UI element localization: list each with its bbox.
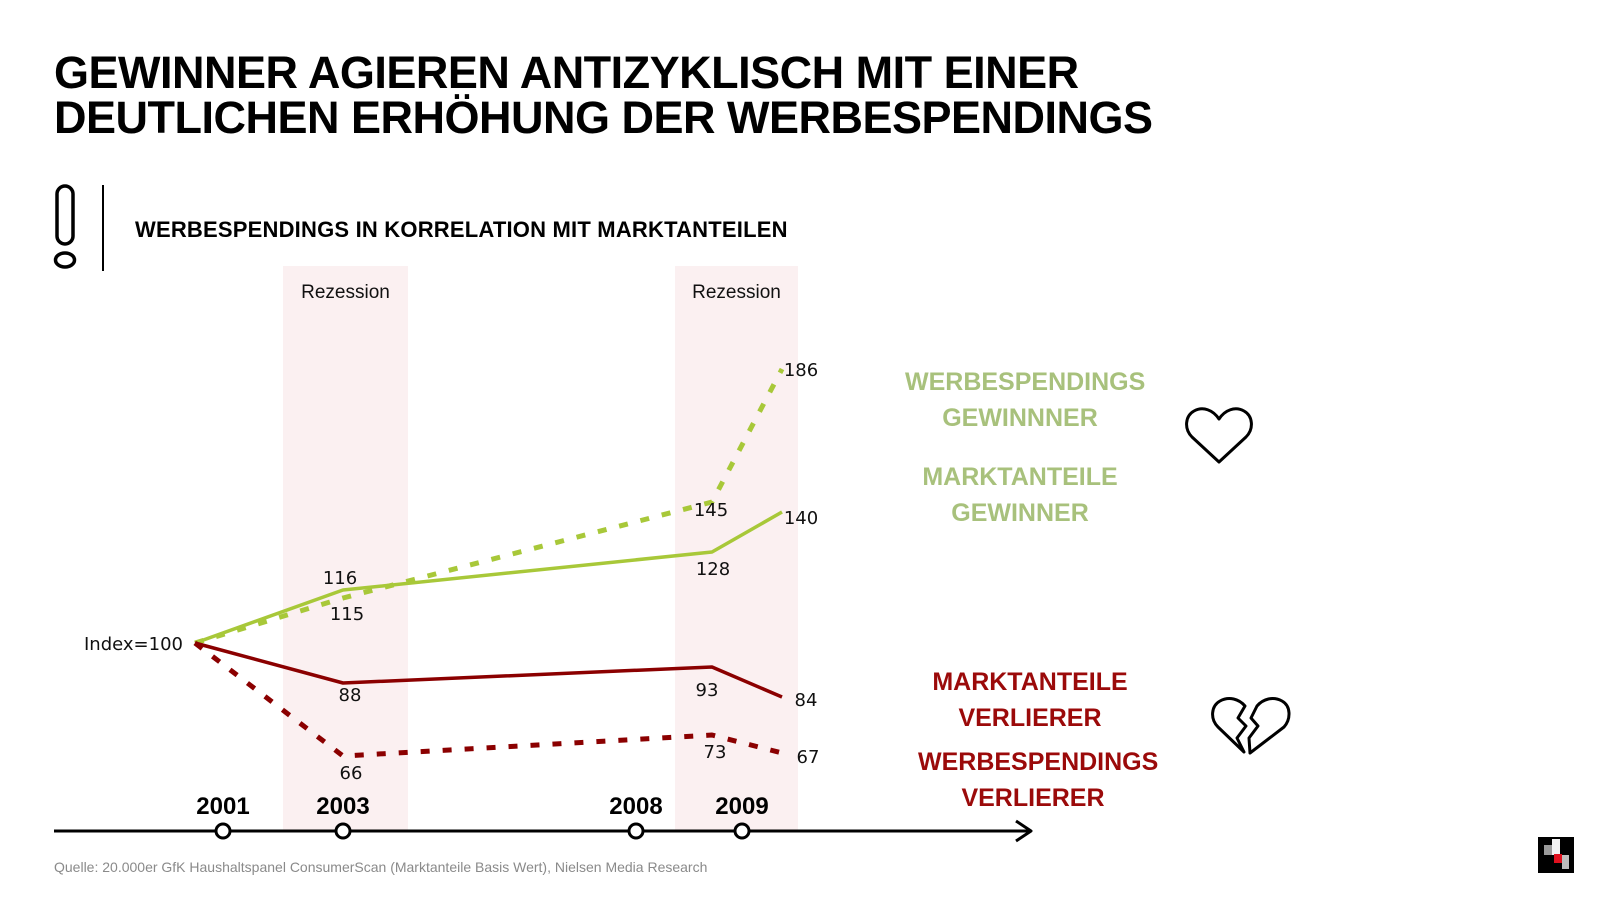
recession-band xyxy=(675,266,798,831)
year-label: 2009 xyxy=(715,793,768,820)
data-label: 145 xyxy=(694,500,728,521)
recession-label: Rezession xyxy=(301,282,390,303)
data-label: 115 xyxy=(330,604,364,625)
legend-line: GEWINNER xyxy=(951,499,1089,527)
data-label: 128 xyxy=(696,559,730,580)
legend-line: MARKTANTEILE xyxy=(932,668,1128,696)
exclamation-icon xyxy=(53,184,77,269)
legend-werbespendings-verlierer: WERBESPENDINGS VERLIERER xyxy=(918,744,1159,816)
broken-heart-icon xyxy=(1211,697,1291,755)
legend-line: GEWINNNER xyxy=(942,404,1098,432)
data-label: 84 xyxy=(795,690,818,711)
heart-icon xyxy=(1185,407,1253,464)
recession-band xyxy=(283,266,408,831)
series-line-werbespendings-verlierer xyxy=(193,641,783,759)
year-label: 2003 xyxy=(316,793,369,820)
legend-line: VERLIERER xyxy=(961,784,1105,812)
legend-marktanteile-verlierer: MARKTANTEILE VERLIERER xyxy=(930,664,1130,736)
chart-subtitle: WERBESPENDINGS IN KORRELATION MIT MARKTA… xyxy=(135,217,788,242)
data-label: 140 xyxy=(784,508,818,529)
timeline-marker xyxy=(334,822,352,840)
timeline-marker xyxy=(627,822,645,840)
axis-arrowhead xyxy=(1015,819,1033,843)
data-label: 93 xyxy=(696,680,719,701)
legend-line: VERLIERER xyxy=(958,704,1102,732)
header-divider xyxy=(102,185,104,271)
legend-line: WERBESPENDINGS xyxy=(905,368,1146,396)
legend-line: MARKTANTEILE xyxy=(922,463,1118,491)
series-line-marktanteile-gewinner xyxy=(194,510,783,645)
data-label: 186 xyxy=(784,360,818,381)
year-label: 2008 xyxy=(609,793,662,820)
data-label: 88 xyxy=(339,685,362,706)
data-label: 66 xyxy=(340,763,363,784)
data-label: 73 xyxy=(704,742,727,763)
recession-label: Rezession xyxy=(692,282,781,303)
data-label: 67 xyxy=(797,747,820,768)
timeline-marker xyxy=(214,822,232,840)
page-title-line-2: DEUTLICHEN ERHÖHUNG DER WERBESPENDINGS xyxy=(54,92,1153,143)
legend-werbespendings-gewinner: WERBESPENDINGS GEWINNNER xyxy=(905,364,1146,436)
brand-logo xyxy=(1538,837,1574,873)
page-title: GEWINNER AGIEREN ANTIZYKLISCH MIT EINER … xyxy=(54,50,1354,140)
source-note: Quelle: 20.000er GfK Haushaltspanel Cons… xyxy=(54,859,708,875)
timeline-marker xyxy=(733,822,751,840)
page-title-line-1: GEWINNER AGIEREN ANTIZYKLISCH MIT EINER xyxy=(54,47,1079,98)
year-label: 2001 xyxy=(196,793,249,820)
legend-marktanteile-gewinner: MARKTANTEILE GEWINNER xyxy=(920,459,1120,531)
index-label: Index=100 xyxy=(84,634,183,655)
data-label: 116 xyxy=(323,568,357,589)
legend-line: WERBESPENDINGS xyxy=(918,748,1159,776)
series-line-marktanteile-verlierer xyxy=(194,641,783,699)
